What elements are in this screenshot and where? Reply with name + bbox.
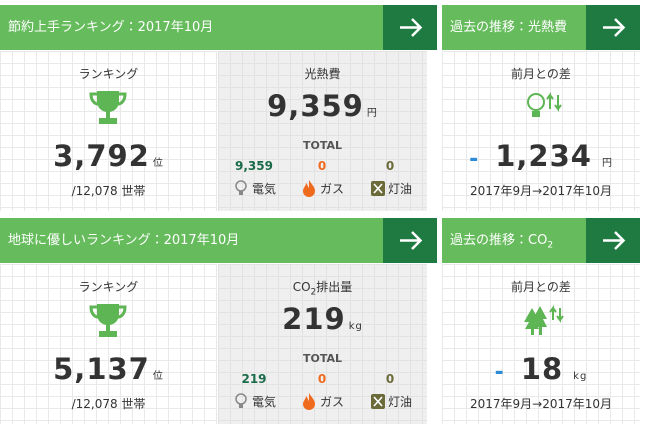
arrow-button[interactable] xyxy=(586,5,640,50)
trend-value: -18 kg xyxy=(442,352,640,386)
header-title: 地球に優しいランキング：2017年10月 xyxy=(8,233,240,248)
arrow-button[interactable] xyxy=(383,5,437,50)
trend-number: 18 xyxy=(520,352,564,386)
rank-unit: 位 xyxy=(152,371,164,382)
trend-period: 2017年9月→2017年10月 xyxy=(469,397,613,411)
item-icon xyxy=(370,392,386,414)
ranking-label: ランキング xyxy=(78,280,139,294)
usage-value: 9,359 円 xyxy=(218,89,427,123)
item-label: 灯油 xyxy=(388,182,413,196)
total-label: TOTAL xyxy=(302,139,343,152)
ranking-panel: ランキング 5,137 位/12,078 世帯 xyxy=(0,264,217,424)
text-part: 過去の推移：CO xyxy=(450,233,548,248)
trophy-icon xyxy=(88,300,128,344)
trend-sign: - xyxy=(469,147,480,172)
usage-title: CO2排出量 xyxy=(218,278,427,297)
rank-number: 5,137 xyxy=(53,352,150,386)
rank-unit: 位 xyxy=(152,158,164,169)
text-part: 過去の推移：光熱費 xyxy=(450,20,568,35)
total-label: TOTAL xyxy=(302,352,343,365)
header-title: 過去の推移：光熱費 xyxy=(442,20,567,35)
rank-number: 3,792 xyxy=(53,139,150,173)
item-icon xyxy=(234,392,248,414)
trend-panel: 前月との差 -1,234 円 2017年9月→2017年10月 xyxy=(442,51,640,211)
item-label: ガス xyxy=(320,182,345,196)
item-icon xyxy=(370,179,386,201)
header-title: 節約上手ランキング：2017年10月 xyxy=(8,20,214,35)
item-label: 電気 xyxy=(252,182,277,196)
trend-icon xyxy=(522,304,566,340)
trend-icon xyxy=(522,91,566,125)
text-part: CO xyxy=(292,280,311,294)
trend-label: 前月との差 xyxy=(511,280,571,294)
trophy-icon xyxy=(88,87,128,131)
arrow-button[interactable] xyxy=(586,218,640,263)
usage-unit: 円 xyxy=(366,108,378,119)
usage-panel: 光熱費 9,359 円 TOTAL 9,359 電気 0 ガス 0 灯油 xyxy=(218,51,427,211)
trend-panel: 前月との差 -18 kg 2017年9月→2017年10月 xyxy=(442,264,640,424)
trend-unit: kg xyxy=(573,371,588,382)
section: 節約上手ランキング：2017年10月 過去の推移：光熱費ランキング 3,792 位/1… xyxy=(0,5,650,213)
subscript: 2 xyxy=(310,287,317,298)
trend-unit: 円 xyxy=(601,158,613,169)
usage-panel: CO2排出量 219 kg TOTAL 219 電気 0 ガス 0 灯油 xyxy=(218,264,427,424)
item-label: 電気 xyxy=(252,395,277,409)
trend-header: 過去の推移：光熱費 xyxy=(442,5,640,50)
usage-title: 光熱費 xyxy=(218,65,427,82)
item-icon xyxy=(234,179,248,201)
rank-value: 3,792 位 xyxy=(0,139,217,173)
item-value: 9,359 xyxy=(235,159,273,173)
trend-value: -1,234 円 xyxy=(442,139,640,173)
ranking-label: ランキング xyxy=(78,67,139,81)
item-value: 0 xyxy=(317,159,327,173)
trend-header: 過去の推移：CO2 xyxy=(442,218,640,263)
ranking-panel: ランキング 3,792 位/12,078 世帯 xyxy=(0,51,217,211)
item-value: 0 xyxy=(385,159,395,173)
ranking-header: 地球に優しいランキング：2017年10月 xyxy=(0,218,437,263)
item-value: 0 xyxy=(317,372,327,386)
ranking-header: 節約上手ランキング：2017年10月 xyxy=(0,5,437,50)
section: 地球に優しいランキング：2017年10月 過去の推移：CO2 ランキング 5,137 位… xyxy=(0,218,650,426)
trend-label: 前月との差 xyxy=(511,67,571,81)
text-part: 光熱費 xyxy=(304,67,341,81)
arrow-button[interactable] xyxy=(383,218,437,263)
rank-total: /12,078 世帯 xyxy=(71,397,146,411)
item-label: 灯油 xyxy=(388,395,413,409)
rank-value: 5,137 位 xyxy=(0,352,217,386)
item-icon xyxy=(302,392,316,414)
item-value: 0 xyxy=(385,372,395,386)
usage-unit: kg xyxy=(348,321,363,332)
trend-period: 2017年9月→2017年10月 xyxy=(469,184,613,198)
subscript: 2 xyxy=(547,240,554,251)
rank-total: /12,078 世帯 xyxy=(71,184,146,198)
usage-value: 219 kg xyxy=(218,302,427,336)
item-value: 219 xyxy=(241,372,267,386)
header-title: 過去の推移：CO2 xyxy=(442,233,554,251)
text-part: 排出量 xyxy=(316,280,353,294)
trend-sign: - xyxy=(494,360,505,385)
trend-number: 1,234 xyxy=(495,139,592,173)
item-label: ガス xyxy=(320,395,345,409)
usage-number: 9,359 xyxy=(267,89,364,123)
item-icon xyxy=(302,179,316,201)
usage-number: 219 xyxy=(282,302,346,336)
